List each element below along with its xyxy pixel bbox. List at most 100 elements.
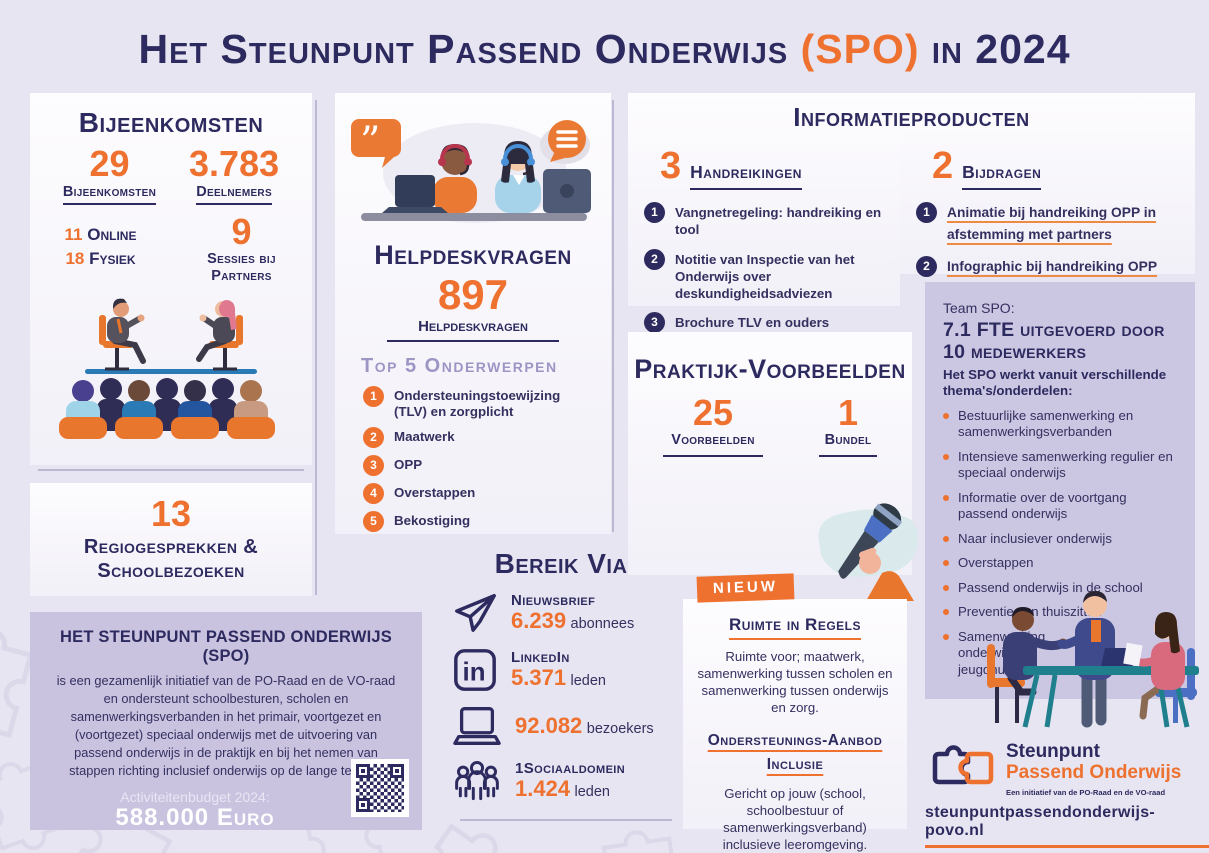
number-badge: 2 (916, 256, 937, 278)
section-handreikingen: 3 Handreikingen 1 Vangnetregeling: handre… (628, 93, 900, 334)
microphone-illustration (818, 503, 919, 601)
budget: Activiteitenbudget 2024: 588.000 Euro (54, 789, 336, 831)
link-animatie-opp[interactable]: Animatie bij handreiking OPP in afstemmi… (947, 205, 1157, 243)
team-bullet: Informatie over de voortgang passend ond… (943, 490, 1177, 523)
linkedin-icon: in (454, 649, 496, 691)
people-icon (455, 761, 499, 801)
team-subheading: Het SPO werkt vanuit verschillende thema… (943, 366, 1167, 399)
helpdesk-value: 897 (437, 271, 509, 318)
stat-label: Voorbeelden (671, 432, 755, 449)
bullet-icon (943, 535, 949, 542)
stat-value: 3 (660, 145, 682, 187)
helpdesk-heading: Helpdeskvragen (374, 240, 572, 270)
section-divider-bereik (460, 819, 672, 821)
section-team-spo: Team SPO: 7.1 FTE uitgevoerd door 10 med… (925, 282, 1199, 728)
puzzle-logo-icon (932, 745, 994, 785)
informatie-heading: Informatieproducten (793, 102, 1030, 132)
top5-heading: Top 5 Onderwerpen (361, 355, 558, 377)
stat-bijeenkomsten: 29 Bijeenkomsten (62, 143, 157, 206)
number-badge: 4 (363, 483, 384, 505)
list-item: 2 Maatwerk (363, 427, 611, 449)
stat-voorbeelden: 25 Voorbeelden (663, 394, 763, 457)
bullet-icon (943, 584, 949, 591)
section-praktijkvoorbeelden: Praktijk-Voorbeelden 25 Voorbeelden 1 Bu… (628, 332, 919, 601)
meeting-illustration (987, 591, 1199, 728)
section-about-spo: HET STEUNPUNT PASSEND ONDERWIJS (SPO) is… (30, 612, 422, 831)
stat-sessies: 9 Sessies bij Partners (171, 213, 312, 284)
number-badge: 3 (363, 455, 384, 477)
bullet-icon (943, 633, 949, 640)
team-heading: 7.1 FTE uitgevoerd door 10 medewerkers (943, 319, 1165, 363)
team-bullet: Naar inclusiever onderwijs (943, 531, 1177, 548)
paper-plane-icon (455, 594, 496, 632)
section-bijdragen: 2 Bijdragen 1 Animatie bij handreiking OP… (900, 93, 1195, 278)
bereik-item-nieuwsbrief: Nieuwsbrief 6.239 abonnees (440, 590, 682, 636)
list-item: 2 Notitie van Inspectie van het Onderwijs… (644, 248, 900, 303)
chat-bubble-icon (548, 120, 586, 162)
nieuw-item-body: Ruimte voor; maatwerk, samenwerking tuss… (697, 649, 893, 716)
stat-label: Fysiek (89, 249, 136, 269)
stat-label: Bijeenkomsten (62, 184, 157, 206)
section-bereik-via: Bereik Via Nieuwsbrief 6.239 abonnees in… (440, 549, 682, 821)
logo-line1: Steunpunt (1006, 741, 1100, 762)
list-item-link: 1 Animatie bij handreiking OPP in afstemm… (916, 202, 1195, 246)
about-body: is een gezamenlijk initiatief van de PO-… (56, 673, 396, 778)
number-badge: 2 (363, 427, 384, 449)
nieuw-item-title: Ondersteunings-Aanbod Inclusie (707, 731, 883, 773)
stat-label: Handreikingen (690, 162, 802, 190)
stat-value: 13 (150, 493, 192, 534)
stat-label: Sessies bij Partners (207, 251, 276, 284)
number-badge: 1 (916, 202, 937, 223)
bullet-icon (943, 609, 949, 616)
link-infographic-opp[interactable]: Infographic bij handreiking OPP (947, 259, 1158, 275)
list-item: 5 Bekostiging (363, 511, 611, 533)
stat-value: 3.783 (189, 143, 280, 184)
praktijk-heading: Praktijk-Voorbeelden (634, 354, 906, 384)
section-helpdesk: ” Helpdeskvragen 897 Helpdeskvragen Top … (335, 93, 611, 534)
page-title: Het Steunpunt Passend Onderwijs (SPO) in… (0, 26, 1209, 73)
logo-tagline: Een initiatief van de PO-Raad en de VO-r… (1006, 787, 1166, 797)
bereik-item-website: 92.082 bezoekers (440, 704, 682, 748)
bullet-icon (943, 412, 949, 419)
column-divider-left (315, 100, 317, 595)
stat-label: Bundel (824, 432, 872, 449)
logo-line2: Passend Onderwijs (1006, 761, 1182, 783)
nieuw-item-body: Gericht op jouw (school, schoolbestuur o… (722, 785, 868, 853)
stat-value: 29 (89, 143, 130, 184)
list-item: 3 Brochure TLV en ouders (644, 312, 900, 334)
number-badge: 3 (644, 312, 665, 334)
bullet-icon (943, 453, 949, 460)
steunpunt-logo: Steunpunt Passend Onderwijs Een initiati… (930, 741, 1182, 797)
number-badge: 5 (363, 511, 384, 533)
nieuw-item-title: Ruimte in Regels (728, 615, 861, 640)
section-regiogesprekken: 13 Regiogesprekken & Schoolbezoeken (30, 483, 312, 596)
qr-code[interactable] (351, 759, 409, 817)
number-badge: 1 (644, 202, 665, 223)
team-intro: Team SPO: (943, 300, 1015, 316)
stat-label: Regiogesprekken & Schoolbezoeken (83, 535, 259, 582)
stat-deelnemers: 3.783 Deelnemers (189, 143, 280, 206)
stat-value: 18 (65, 249, 85, 269)
number-badge: 2 (644, 248, 665, 270)
bullet-icon (943, 560, 949, 567)
website-link[interactable]: steunpuntpassendonderwijs-povo.nl (925, 804, 1209, 848)
stat-value: 11 (64, 225, 83, 245)
stat-online-fysiek: 11 Online 18 Fysiek (30, 223, 171, 284)
team-bullet: Bestuurlijke samenwerking en samenwerkin… (943, 408, 1177, 441)
stat-bundel: 1 Bundel (819, 394, 877, 457)
quote-bubble-icon: ” (351, 119, 401, 168)
bereik-item-1sociaaldomein: 1Sociaaldomein 1.424 leden (440, 759, 682, 803)
about-heading: HET STEUNPUNT PASSEND ONDERWIJS (SPO) (60, 628, 392, 665)
section-divider-bijeenkomsten (38, 469, 304, 471)
title-part1: Het Steunpunt Passend Onderwijs (138, 26, 801, 72)
title-part2: in 2024 (919, 26, 1071, 72)
section-nieuw: Ruimte in Regels Ruimte voor; maatwerk, … (683, 599, 907, 852)
stat-value: 2 (932, 145, 954, 187)
column-divider-right (612, 100, 614, 532)
svg-text:in: in (463, 659, 486, 687)
section-bijeenkomsten: Bijeenkomsten 29 Bijeenkomsten 3.783 Dee… (30, 93, 312, 465)
list-item: 1 Ondersteuningstoewijzing (TLV) en zorgp… (363, 386, 611, 420)
svg-text:”: ” (360, 119, 380, 165)
helpdesk-value-label: Helpdeskvragen (418, 318, 528, 335)
